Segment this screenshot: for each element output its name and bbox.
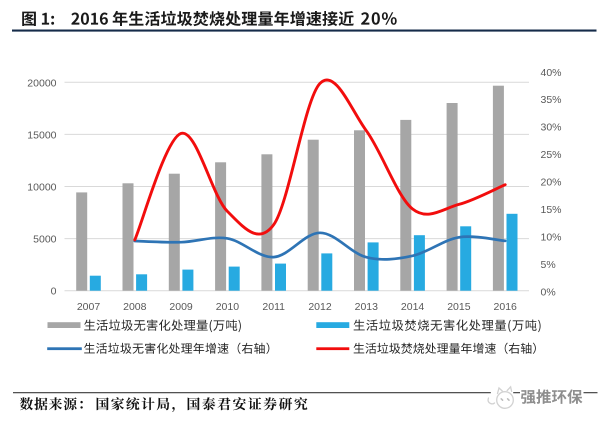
svg-text:25%: 25% — [541, 149, 562, 161]
svg-text:2013: 2013 — [355, 301, 379, 313]
svg-text:2014: 2014 — [401, 301, 425, 313]
svg-text:20000: 20000 — [27, 77, 56, 89]
svg-text:2010: 2010 — [216, 301, 240, 313]
svg-text:2011: 2011 — [262, 301, 285, 313]
svg-text:0%: 0% — [541, 286, 556, 298]
svg-text:10000: 10000 — [27, 182, 56, 194]
svg-text:0: 0 — [51, 286, 57, 298]
svg-text:15%: 15% — [541, 204, 562, 216]
svg-text:2009: 2009 — [169, 301, 193, 313]
svg-text:2016: 2016 — [494, 301, 518, 313]
svg-text:5000: 5000 — [33, 234, 57, 246]
svg-text:20%: 20% — [541, 177, 562, 189]
svg-text:2008: 2008 — [123, 301, 147, 313]
svg-text:40%: 40% — [541, 67, 562, 79]
svg-text:30%: 30% — [541, 122, 562, 134]
svg-text:5%: 5% — [541, 259, 556, 271]
svg-text:35%: 35% — [541, 94, 562, 106]
svg-text:10%: 10% — [541, 232, 562, 244]
svg-text:2015: 2015 — [447, 301, 471, 313]
svg-text:2012: 2012 — [308, 301, 332, 313]
svg-text:2007: 2007 — [77, 301, 101, 313]
svg-text:15000: 15000 — [27, 129, 56, 141]
